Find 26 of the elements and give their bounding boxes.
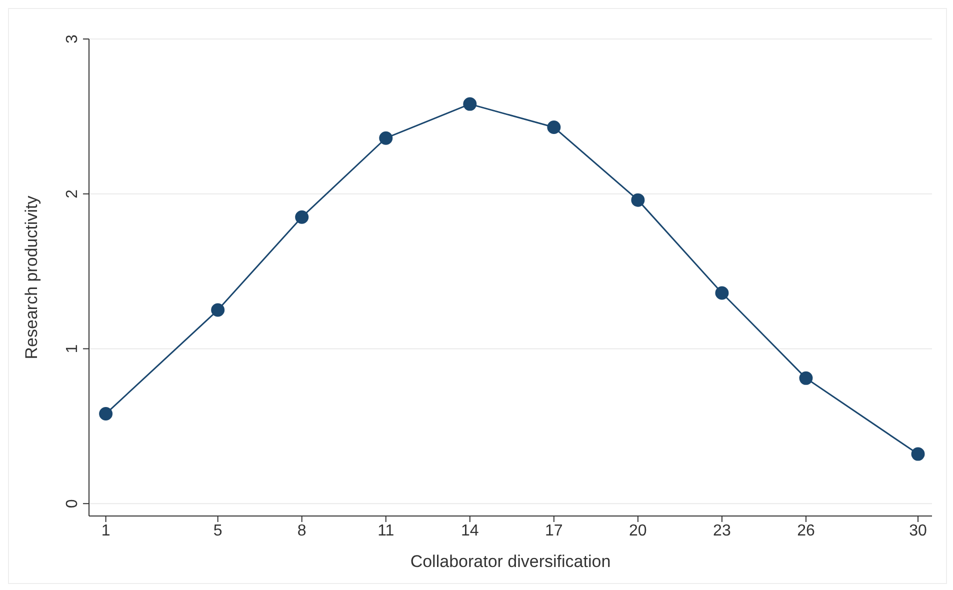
point [379,131,393,145]
point [211,303,225,317]
y-tick-label: 3 [64,34,81,44]
x-tick-label: 20 [629,522,647,540]
x-tick-label: 30 [909,522,927,540]
y-tick-label: 1 [64,344,81,354]
x-tick-label: 14 [460,522,479,540]
x-tick-label: 17 [545,522,563,540]
x-tick-label: 26 [797,522,815,540]
point [547,120,561,134]
x-tick-label: 11 [378,522,394,540]
x-tick-label: 1 [101,522,110,540]
point [799,371,813,385]
y-tick-label: 2 [64,189,81,198]
point [463,97,477,111]
point [99,407,113,421]
x-tick-label: 5 [213,522,222,540]
y-tick-label: 0 [64,499,81,508]
point [715,286,729,300]
y-axis-title: Research productivity [22,195,42,360]
point [631,193,645,207]
point [911,447,925,461]
point [295,210,309,224]
x-tick-label: 23 [713,522,731,540]
x-axis-title: Collaborator diversification [410,552,611,571]
x-tick-label: 8 [297,522,306,540]
